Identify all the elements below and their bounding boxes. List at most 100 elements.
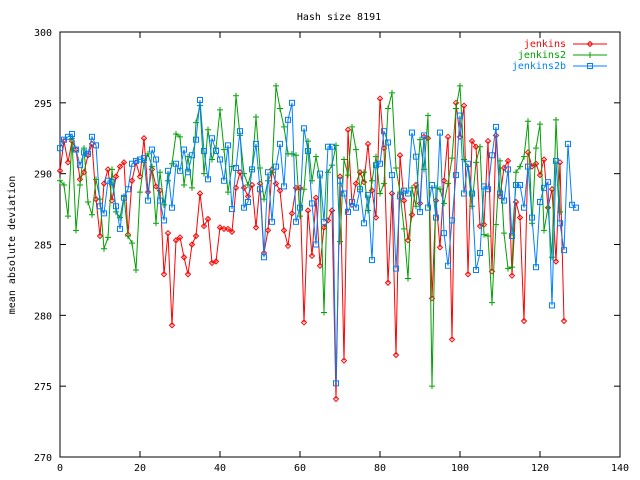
data-point-jenkins [228,228,236,235]
legend-label-jenkins2b: jenkins2b [512,61,566,72]
data-point-jenkins2b [137,156,143,163]
x-tick-label: 80 [374,463,386,474]
data-point-jenkins2 [457,82,463,89]
data-point-jenkins2b [281,183,287,190]
data-point-jenkins2 [533,145,539,152]
data-point-jenkins2b [273,163,279,170]
data-point-jenkins2b [369,257,375,264]
data-point-jenkins2 [493,221,499,228]
data-point-jenkins2b [309,200,315,207]
data-point-jenkins2b [373,162,379,169]
data-point-jenkins2 [217,106,223,113]
data-point-jenkins [392,351,400,359]
data-point-jenkins2b [125,186,131,193]
data-point-jenkins2b [385,139,391,146]
data-point-jenkins2b [305,148,311,154]
data-point-jenkins2 [233,92,239,99]
data-point-jenkins2 [105,234,111,241]
data-point-jenkins2b [449,217,455,224]
data-point-jenkins2 [393,165,399,171]
data-point-jenkins2 [353,146,359,153]
data-point-jenkins [172,237,180,244]
data-point-jenkins2b [453,172,459,179]
data-point-jenkins2 [173,131,179,137]
data-point-jenkins2b [417,208,423,215]
data-point-jenkins2b [153,156,159,163]
data-point-jenkins2b [269,218,275,225]
data-point-jenkins [304,207,312,214]
data-point-jenkins [372,214,380,221]
data-point-jenkins2 [517,163,523,170]
data-point-jenkins2 [165,177,171,184]
data-point-jenkins2b [405,190,411,197]
data-point-jenkins2 [153,220,159,227]
data-point-jenkins [204,215,212,223]
data-point-jenkins2b [425,204,431,211]
data-point-jenkins2b [349,199,355,205]
data-point-jenkins2b [113,203,119,210]
data-point-jenkins2b [265,169,271,176]
data-point-jenkins2 [537,121,543,128]
data-point-jenkins2b [237,128,243,135]
data-point-jenkins2 [417,136,423,143]
data-point-jenkins2 [409,184,415,191]
data-point-jenkins2b [441,230,447,237]
data-point-jenkins2b [433,214,439,221]
data-point-jenkins2b [145,197,151,204]
data-point-jenkins2b [253,140,259,147]
data-point-jenkins [184,271,192,278]
data-point-jenkins2b [185,169,191,176]
data-point-jenkins2b [493,123,499,130]
data-point-jenkins2 [205,126,211,133]
series-line-jenkins2 [59,85,561,387]
data-point-jenkins2b [485,186,491,193]
data-point-jenkins2b [177,167,183,174]
data-point-jenkins2b [149,146,155,153]
data-point-jenkins [140,135,148,142]
data-point-jenkins2 [301,186,307,193]
data-point-jenkins [340,357,348,364]
data-point-jenkins2b [329,143,335,150]
data-point-jenkins2 [85,199,91,205]
data-point-jenkins [336,173,344,180]
data-point-jenkins [396,152,404,159]
data-point-jenkins [116,163,124,170]
data-point-jenkins [60,137,68,145]
data-point-jenkins2b [81,149,87,156]
data-point-jenkins [436,244,444,251]
data-point-jenkins2 [133,267,139,273]
data-point-jenkins2 [369,177,375,184]
data-point-jenkins2b [337,177,343,184]
data-point-jenkins2b [509,233,515,239]
data-point-jenkins2 [521,153,527,160]
data-point-jenkins [128,177,136,184]
data-point-jenkins [120,159,128,166]
data-point-jenkins2b [541,184,547,191]
data-point-jenkins2 [501,230,507,237]
data-point-jenkins [388,190,396,197]
data-point-jenkins2b [197,97,203,103]
data-point-jenkins2b [297,204,303,211]
data-point-jenkins2 [485,233,491,239]
data-point-jenkins2b [69,131,75,137]
data-point-jenkins2 [65,213,71,220]
data-point-jenkins2 [477,143,483,150]
data-point-jenkins2b [313,241,319,248]
data-point-jenkins2 [225,189,231,196]
data-point-jenkins2b [89,133,95,140]
data-point-jenkins2 [345,172,351,179]
data-point-jenkins2b [437,129,443,136]
data-point-jenkins [492,132,500,139]
data-point-jenkins2 [125,233,131,239]
data-point-jenkins [400,197,408,204]
data-point-jenkins2b [553,157,559,164]
data-point-jenkins2 [61,182,67,188]
data-point-jenkins2b [57,145,63,152]
data-point-jenkins2 [73,227,79,234]
data-point-jenkins2 [389,89,395,96]
y-axis-label: mean absolute deviation [7,176,18,314]
data-point-jenkins [448,336,456,343]
data-point-jenkins2 [525,118,531,125]
data-point-jenkins2b [277,140,283,147]
data-point-jenkins2b [521,204,527,211]
